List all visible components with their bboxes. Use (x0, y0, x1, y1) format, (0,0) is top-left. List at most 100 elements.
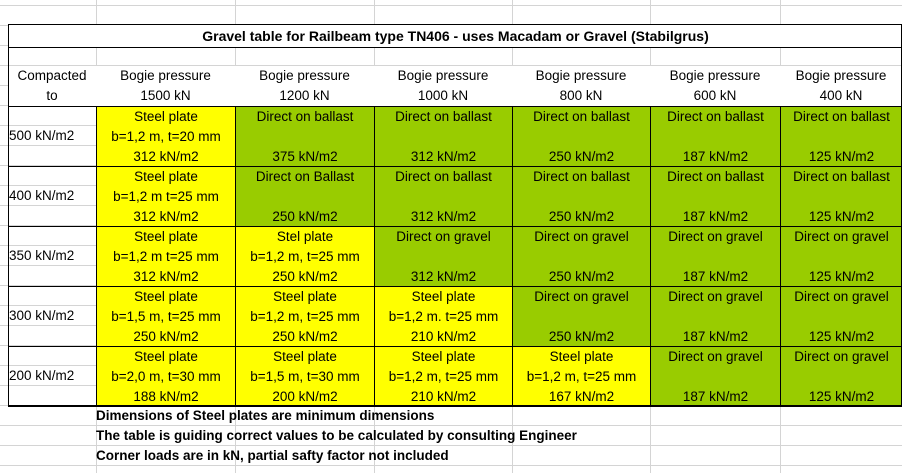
cell-pressure: 312 kN/m2 (133, 209, 199, 224)
table-cell[interactable]: Steel plate b=1,5 m, t=25 mm 250 kN/m2 (96, 286, 236, 347)
cell-pressure: 312 kN/m2 (410, 269, 477, 284)
table-cell[interactable]: Direct on ballast 250 kN/m2 (512, 166, 651, 227)
table-cell[interactable]: Direct on ballast 125 kN/m2 (780, 166, 902, 227)
row-label[interactable]: 500 kN/m2 (9, 128, 75, 143)
header-column-3[interactable]: Bogie pressure 1000 kN (374, 66, 512, 106)
table-cell[interactable]: Steel plate b=1,2 m, t=20 mm 312 kN/m2 (96, 106, 236, 167)
cell-pressure: 210 kN/m2 (410, 389, 477, 404)
table-cell[interactable]: Steel plate b=1,2 m, t=25 mm 250 kN/m2 (235, 286, 375, 347)
table-cell[interactable]: Direct on ballast 187 kN/m2 (650, 166, 781, 227)
cell-dimensions: b=1,2 m, t=25 mm (250, 249, 360, 264)
cell-pressure: 187 kN/m2 (682, 269, 749, 284)
cell-pressure: 250 kN/m2 (548, 329, 615, 344)
cell-dimensions: b=1,2 m. t=25 mm (388, 309, 499, 324)
table-cell[interactable]: Direct on ballast 250 kN/m2 (512, 106, 651, 167)
cell-pressure: 187 kN/m2 (682, 209, 749, 224)
header-pressure-label: 400 kN (819, 88, 863, 103)
note-corner-loads[interactable]: Corner loads are in kN, partial safty fa… (96, 448, 449, 463)
table-cell[interactable]: Direct on gravel 187 kN/m2 (650, 346, 781, 407)
table-cell[interactable]: Stel plate b=1,2 m, t=25 mm 250 kN/m2 (235, 226, 375, 287)
table-cell[interactable]: Direct on ballast 312 kN/m2 (374, 106, 513, 167)
cell-dimensions (651, 247, 780, 267)
row-label[interactable]: 300 kN/m2 (9, 308, 75, 323)
table-cell[interactable]: Direct on ballast 125 kN/m2 (780, 106, 902, 167)
header-column-1[interactable]: Bogie pressure 1500 kN (96, 66, 235, 106)
cell-method: Direct on ballast (793, 169, 890, 184)
header-column-2[interactable]: Bogie pressure 1200 kN (235, 66, 374, 106)
table-cell[interactable]: Direct on ballast 312 kN/m2 (374, 166, 513, 227)
table-cell[interactable]: Direct on gravel 250 kN/m2 (512, 286, 651, 347)
table-cell[interactable]: Direct on ballast 375 kN/m2 (235, 106, 375, 167)
header-title-label: Bogie pressure (795, 68, 887, 83)
header-compacted-label: Compacted (17, 68, 87, 83)
cell-method: Direct on ballast (533, 169, 630, 184)
cell-pressure: 250 kN/m2 (272, 329, 338, 344)
cell-dimensions (513, 247, 650, 267)
header-pressure-label: 1500 kN (140, 88, 191, 103)
table-cell[interactable]: Steel plate b=1,2 m. t=25 mm 210 kN/m2 (374, 286, 513, 347)
gridline-horizontal (0, 5, 902, 6)
cell-dimensions (375, 127, 512, 147)
table-cell[interactable]: Direct on ballast 187 kN/m2 (650, 106, 781, 167)
cell-method: Steel plate (134, 169, 198, 184)
cell-pressure: 312 kN/m2 (133, 149, 199, 164)
cell-pressure: 312 kN/m2 (133, 269, 199, 284)
table-cell[interactable]: Steel plate b=2,0 m, t=30 mm 188 kN/m2 (96, 346, 236, 407)
cell-method: Direct on gravel (668, 229, 763, 244)
table-cell[interactable]: Direct on gravel 187 kN/m2 (650, 286, 781, 347)
table-cell[interactable]: Direct on gravel 187 kN/m2 (650, 226, 781, 287)
cell-pressure: 312 kN/m2 (410, 209, 477, 224)
cell-method: Steel plate (134, 109, 198, 124)
cell-dimensions (375, 187, 512, 207)
header-column-5[interactable]: Bogie pressure 600 kN (650, 66, 780, 106)
cell-pressure: 250 kN/m2 (272, 269, 338, 284)
table-cell[interactable]: Direct on gravel 125 kN/m2 (780, 226, 902, 287)
cell-method: Direct on ballast (667, 109, 764, 124)
cell-method: Direct on ballast (256, 109, 354, 124)
cell-method: Direct on gravel (396, 229, 491, 244)
header-column-4[interactable]: Bogie pressure 800 kN (512, 66, 650, 106)
table-cell[interactable]: Direct on gravel 250 kN/m2 (512, 226, 651, 287)
gridline-horizontal (0, 465, 902, 466)
cell-dimensions (651, 307, 780, 327)
table-cell[interactable]: Direct on gravel 125 kN/m2 (780, 346, 902, 407)
row-label[interactable]: 350 kN/m2 (9, 248, 75, 263)
cell-pressure: 125 kN/m2 (808, 209, 875, 224)
table-cell[interactable]: Steel plate b=1,5 m, t=30 mm 200 kN/m2 (235, 346, 375, 407)
cell-pressure: 167 kN/m2 (548, 389, 615, 404)
row-label[interactable]: 200 kN/m2 (9, 368, 75, 383)
cell-dimensions (513, 127, 650, 147)
cell-pressure: 375 kN/m2 (272, 149, 338, 164)
table-cell[interactable]: Direct on gravel 125 kN/m2 (780, 286, 902, 347)
cell-method: Direct on Ballast (255, 169, 355, 184)
row-label[interactable]: 400 kN/m2 (9, 188, 75, 203)
table-cell[interactable]: Direct on Ballast 250 kN/m2 (235, 166, 375, 227)
cell-dimensions: b=1,2 m t=25 mm (113, 189, 219, 204)
cell-pressure: 210 kN/m2 (410, 329, 477, 344)
cell-method: Direct on ballast (395, 169, 492, 184)
cell-pressure: 250 kN/m2 (548, 269, 615, 284)
table-cell[interactable]: Steel plate b=1,2 m, t=25 mm 210 kN/m2 (374, 346, 513, 407)
cell-pressure: 250 kN/m2 (548, 149, 615, 164)
table-cell[interactable]: Steel plate b=1,2 m t=25 mm 312 kN/m2 (96, 166, 236, 227)
header-compacted-to[interactable]: Compacted to (8, 66, 96, 106)
header-pressure-label: 600 kN (693, 88, 737, 103)
cell-dimensions: b=1,2 m, t=25 mm (388, 369, 499, 384)
note-guiding-values[interactable]: The table is guiding correct values to b… (96, 428, 577, 443)
header-pressure-label: 800 kN (559, 88, 603, 103)
note-steel-plates[interactable]: Dimensions of Steel plates are minimum d… (96, 408, 435, 423)
header-title-label: Bogie pressure (535, 68, 627, 83)
cell-method: Steel plate (134, 289, 198, 304)
gridline-horizontal (0, 445, 902, 446)
table-title[interactable]: Gravel table for Railbeam type TN406 - u… (8, 24, 902, 48)
cell-dimensions (375, 247, 512, 267)
cell-method: Direct on gravel (668, 349, 763, 364)
cell-method: Direct on gravel (668, 289, 763, 304)
table-cell[interactable]: Steel plate b=1,2 m, t=25 mm 167 kN/m2 (512, 346, 651, 407)
header-column-6[interactable]: Bogie pressure 400 kN (780, 66, 902, 106)
header-pressure-label: 1000 kN (417, 88, 469, 103)
table-cell[interactable]: Steel plate b=1,2 m t=25 mm 312 kN/m2 (96, 226, 236, 287)
cell-dimensions (513, 187, 650, 207)
table-cell[interactable]: Direct on gravel 312 kN/m2 (374, 226, 513, 287)
cell-dimensions (781, 127, 902, 147)
